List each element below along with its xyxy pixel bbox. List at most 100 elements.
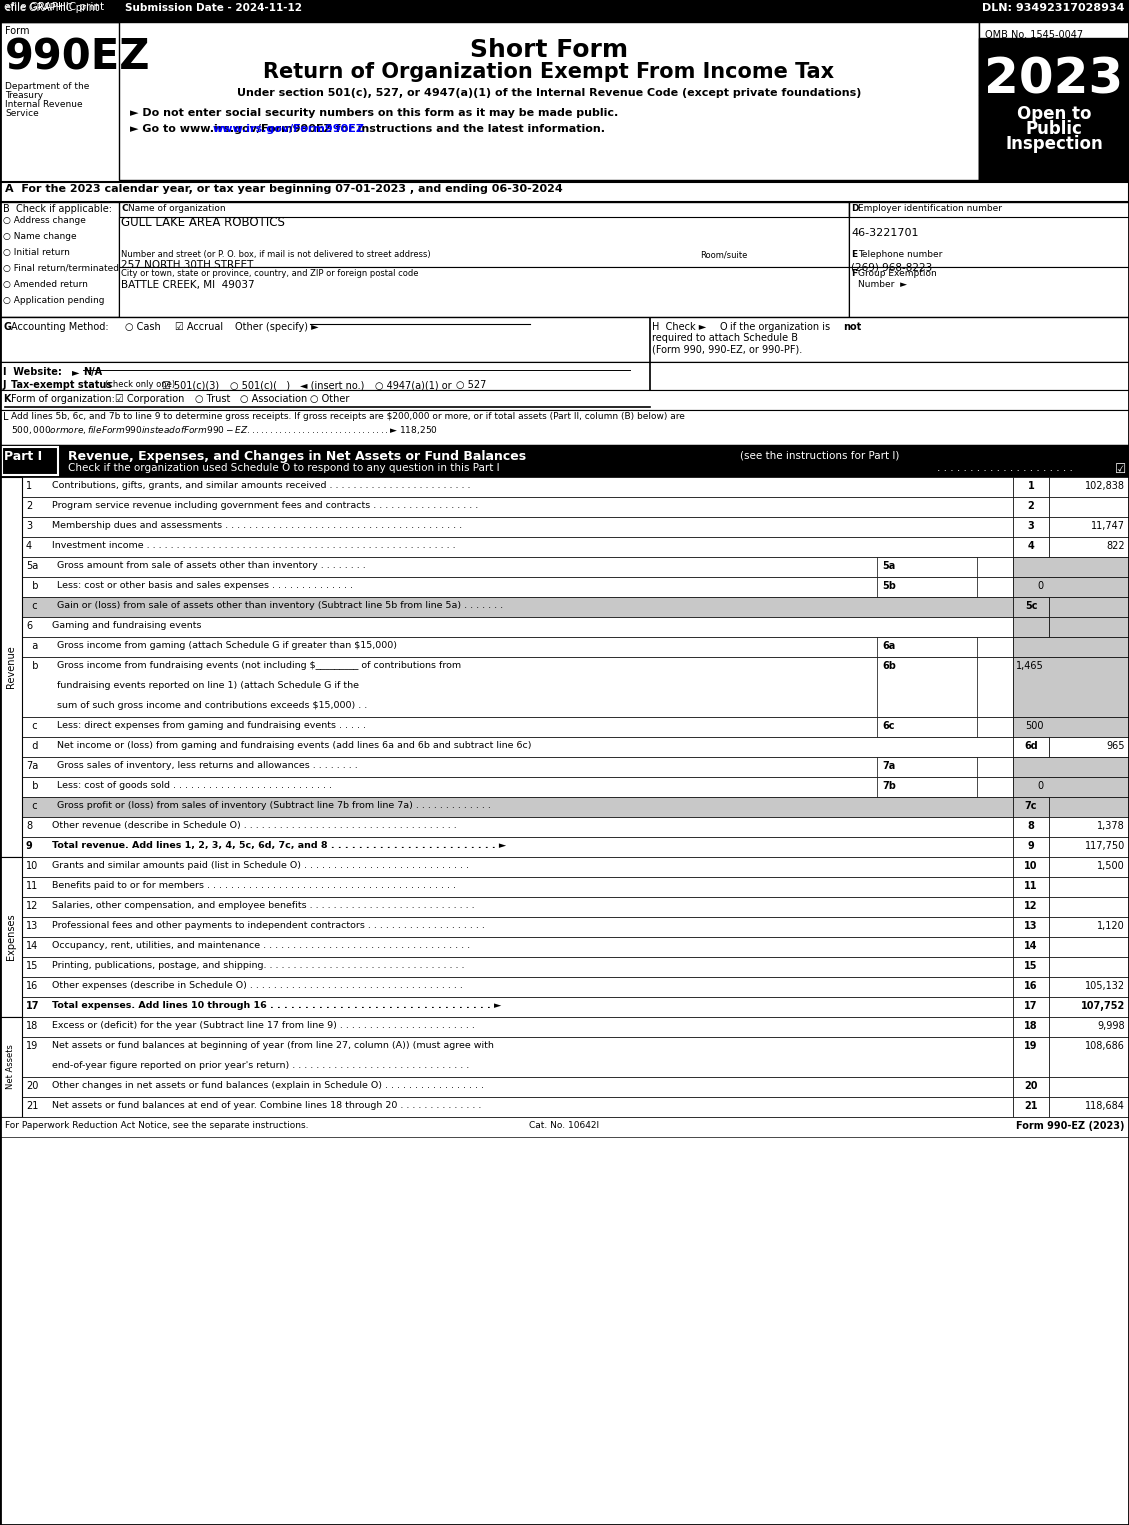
Bar [877,756,977,778]
Bar [1013,537,1049,557]
Text: ○ Other: ○ Other [310,393,349,404]
Bar [1049,958,1129,978]
Text: d: d [26,741,38,750]
Bar [1013,778,1049,798]
Text: 822: 822 [1106,541,1124,551]
Bar [1049,537,1129,557]
Text: Investment income . . . . . . . . . . . . . . . . . . . . . . . . . . . . . . . : Investment income . . . . . . . . . . . … [52,541,456,551]
Text: Net income or (loss) from gaming and fundraising events (add lines 6a and 6b and: Net income or (loss) from gaming and fun… [56,741,532,750]
Bar [21,618,1013,637]
Bar [1049,497,1129,517]
Text: c: c [26,601,37,612]
Text: 1: 1 [1027,480,1034,491]
Bar [1049,657,1129,717]
Bar [1013,637,1049,657]
Bar [21,1077,1013,1096]
Bar [1013,997,1049,1017]
Text: 6b: 6b [882,660,896,671]
Bar [21,557,1013,576]
Bar [1049,756,1129,778]
Bar [1049,1096,1129,1116]
Text: 9: 9 [26,840,33,851]
Bar [1013,717,1129,737]
Text: City or town, state or province, country, and ZIP or foreign postal code: City or town, state or province, country… [121,268,419,278]
Text: 17: 17 [26,1000,40,1011]
Text: OMB No. 1545-0047: OMB No. 1545-0047 [984,30,1083,40]
Text: 14: 14 [26,941,38,952]
Text: Employer identification number: Employer identification number [858,204,1003,214]
Text: Contributions, gifts, grants, and similar amounts received . . . . . . . . . . .: Contributions, gifts, grants, and simila… [52,480,471,490]
Text: 8: 8 [1027,820,1034,831]
Bar [21,897,1013,917]
Bar [1013,517,1049,537]
Bar [1013,557,1129,576]
Bar [877,778,977,798]
Text: 18: 18 [1024,1022,1038,1031]
Text: Gross sales of inventory, less returns and allowances . . . . . . . .: Gross sales of inventory, less returns a… [56,761,358,770]
Text: Salaries, other compensation, and employee benefits . . . . . . . . . . . . . . : Salaries, other compensation, and employ… [52,901,474,910]
Bar [1013,576,1129,596]
Text: D: D [851,204,858,214]
Bar [119,201,849,317]
Text: sum of such gross income and contributions exceeds $15,000) . .: sum of such gross income and contributio… [56,702,367,711]
Text: 11: 11 [26,881,38,891]
Bar [0,0,1129,21]
Bar [1013,917,1049,936]
Bar [0,857,21,1017]
Bar [21,917,1013,936]
Text: 6c: 6c [882,721,894,730]
Bar [1049,637,1129,657]
Bar [1013,897,1049,917]
Bar [1049,897,1129,917]
Bar [1013,817,1049,837]
Text: 0: 0 [1038,781,1044,791]
Bar [1013,1096,1049,1116]
Text: 6: 6 [26,621,32,631]
Text: Gross income from fundraising events (not including $_________ of contributions : Gross income from fundraising events (no… [56,660,461,669]
Text: Form 990-EZ (2023): Form 990-EZ (2023) [1015,1121,1124,1132]
Bar [21,837,1013,857]
Text: H  Check ►: H Check ► [653,322,707,332]
Text: 5b: 5b [882,581,896,592]
Text: 102,838: 102,838 [1085,480,1124,491]
Text: 17: 17 [1024,1000,1038,1011]
Text: 15: 15 [1024,961,1038,971]
Text: b: b [26,660,38,671]
Bar [21,477,1013,497]
Text: 10: 10 [1024,862,1038,871]
Text: 7a: 7a [26,761,38,772]
Text: Telephone number: Telephone number [858,250,943,259]
Text: 1,500: 1,500 [1097,862,1124,871]
Bar [1049,1077,1129,1096]
Bar [1049,517,1129,537]
Text: C: C [121,204,128,214]
Text: c: c [26,721,37,730]
Text: Service: Service [5,108,38,117]
Text: (269) 968-8223: (269) 968-8223 [851,262,933,271]
Bar [1049,477,1129,497]
Bar [0,1017,21,1116]
Text: ► Go to www.irs.gov/Form990EZ for instructions and the latest information.: ► Go to www.irs.gov/Form990EZ for instru… [130,124,605,134]
Text: For Paperwork Reduction Act Notice, see the separate instructions.: For Paperwork Reduction Act Notice, see … [5,1121,308,1130]
Bar [1013,958,1049,978]
Text: a: a [26,640,38,651]
Text: ○ Cash: ○ Cash [125,322,160,332]
Bar [1013,657,1129,717]
Text: Gross income from gaming (attach Schedule G if greater than $15,000): Gross income from gaming (attach Schedul… [56,640,397,650]
Bar [1049,1017,1129,1037]
Text: 19: 19 [26,1042,38,1051]
Text: 1: 1 [26,480,32,491]
Bar [979,21,1129,180]
Bar [2,447,58,474]
Text: Open to: Open to [1017,105,1092,124]
Text: 5c: 5c [1025,601,1038,612]
Bar [877,557,977,576]
Text: fundraising events reported on line 1) (attach Schedule G if the: fundraising events reported on line 1) (… [56,682,359,689]
Text: Treasury: Treasury [5,92,43,101]
Text: 4: 4 [26,541,32,551]
Text: 5a: 5a [26,561,38,570]
Bar [21,1017,1013,1037]
Bar [0,445,1129,477]
Bar [849,201,1129,317]
Text: ☑ 501(c)(3): ☑ 501(c)(3) [161,380,219,390]
